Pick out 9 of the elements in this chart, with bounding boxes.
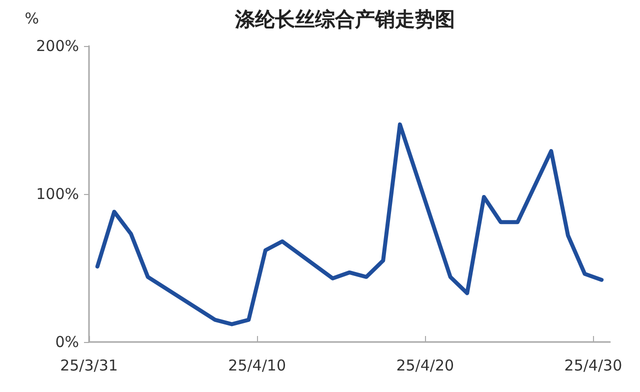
y-tick-label: 200%: [36, 37, 79, 55]
x-tick-label: 25/4/20: [396, 356, 454, 374]
chart-title: 涤纶长丝综合产销走势图: [234, 7, 455, 31]
x-tick-label: 25/3/31: [60, 356, 118, 374]
x-tick-label: 25/4/10: [228, 356, 286, 374]
x-tick-label: 25/4/30: [564, 356, 622, 374]
y-tick-label: 0%: [55, 333, 79, 351]
y-tick-label: 100%: [36, 185, 79, 203]
y-axis-title: %: [24, 10, 39, 28]
